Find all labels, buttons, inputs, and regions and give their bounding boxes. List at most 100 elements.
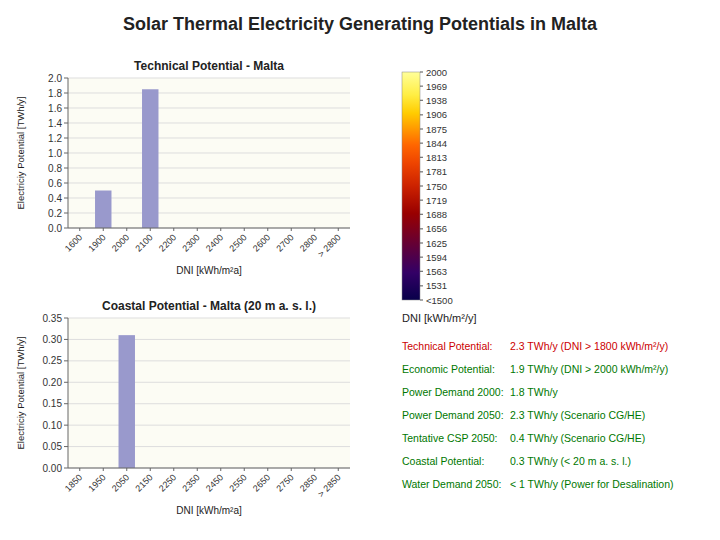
y-tick: [64, 153, 68, 154]
color-tick: [420, 143, 423, 144]
color-tick: [420, 157, 423, 158]
x-tick: [291, 228, 292, 231]
x-tick: [220, 228, 221, 231]
x-axis-label: DNI [kWh/m²a]: [176, 265, 242, 276]
x-tick-label: 2450: [204, 472, 225, 493]
info-label: Water Demand 2050:: [402, 478, 501, 490]
y-tick: [64, 360, 68, 361]
x-tick: [267, 228, 268, 231]
color-scale: <150015311563159416251656168817191750178…: [402, 67, 477, 325]
color-tick: [420, 257, 423, 258]
info-label: Technical Potential:: [402, 340, 492, 352]
x-tick: [150, 468, 151, 471]
y-tick-label: 2.0: [48, 73, 62, 84]
y-tick-label: 0.15: [43, 398, 63, 409]
x-tick-label: 2500: [227, 232, 248, 253]
y-tick-label: 0.6: [48, 178, 62, 189]
x-tick: [173, 228, 174, 231]
color-tick: [420, 271, 423, 272]
x-tick-label: 2200: [157, 232, 178, 253]
x-tick: [220, 468, 221, 471]
bar-chart: Coastal Potential - Malta (20 m a. s. l.…: [15, 299, 350, 516]
info-table: Technical Potential: 2.3 TWh/y (DNI > 180…: [402, 340, 674, 490]
grid-line: [68, 446, 350, 447]
x-axis: [68, 468, 350, 469]
grid-line: [68, 468, 350, 469]
y-tick-label: 0.30: [43, 334, 63, 345]
y-axis: [68, 78, 69, 228]
y-tick-label: 0.10: [43, 420, 63, 431]
y-tick: [64, 78, 68, 79]
grid-line: [68, 168, 350, 169]
x-tick-label: 1900: [86, 232, 107, 253]
bar: [119, 335, 135, 468]
x-tick: [314, 228, 315, 231]
x-tick: [338, 228, 339, 231]
bar-chart: Technical Potential - Malta0.00.20.40.60…: [15, 59, 350, 276]
color-tick-label: 1938: [426, 95, 447, 106]
y-axis: [68, 318, 69, 468]
grid-line: [68, 228, 350, 229]
grid-line: [68, 78, 350, 79]
y-tick: [64, 183, 68, 184]
x-tick-label: > 2800: [316, 232, 343, 259]
title: Solar Thermal Electricity Generating Pot…: [123, 14, 598, 34]
y-tick: [64, 446, 68, 447]
bars: [95, 89, 158, 228]
x-tick-label: 2050: [110, 472, 131, 493]
bar: [142, 89, 158, 228]
color-tick: [420, 243, 423, 244]
color-tick: [420, 228, 423, 229]
x-tick-label: 2350: [180, 472, 201, 493]
y-tick-label: 1.2: [48, 133, 62, 144]
x-tick: [79, 468, 80, 471]
plot-background: [68, 78, 350, 228]
grid-line: [68, 360, 350, 361]
x-tick: [103, 468, 104, 471]
info-label: Tentative CSP 2050:: [402, 432, 498, 444]
y-tick: [64, 123, 68, 124]
color-tick: [420, 200, 423, 201]
y-tick-label: 0.0: [48, 223, 62, 234]
x-tick-label: 2550: [227, 472, 248, 493]
x-tick-label: 2650: [251, 472, 272, 493]
color-tick: [420, 285, 423, 286]
info-value: 2.3 TWh/y (Scenario CG/HE): [510, 409, 645, 421]
grid-line: [68, 382, 350, 383]
x-tick-label: 2000: [110, 232, 131, 253]
color-tick-label: 1969: [426, 81, 447, 92]
color-tick-label: 1875: [426, 124, 447, 135]
x-tick: [244, 468, 245, 471]
color-tick: [420, 114, 423, 115]
x-tick: [314, 468, 315, 471]
x-tick-label: 1600: [63, 232, 84, 253]
x-axis: [68, 228, 350, 229]
color-tick-label: 1625: [426, 238, 447, 249]
y-tick-label: 0.20: [43, 377, 63, 388]
y-tick: [64, 228, 68, 229]
y-tick-label: 0.4: [48, 193, 62, 204]
x-tick-label: 2700: [274, 232, 295, 253]
y-tick-label: 0.25: [43, 355, 63, 366]
color-tick-label: 1750: [426, 181, 447, 192]
grid-line: [68, 123, 350, 124]
color-tick-label: 1719: [426, 195, 447, 206]
color-tick: [420, 186, 423, 187]
x-tick: [267, 468, 268, 471]
color-tick-label: 1531: [426, 280, 447, 291]
color-tick-label: 1563: [426, 266, 447, 277]
x-tick: [126, 228, 127, 231]
grid-line: [68, 153, 350, 154]
x-tick-label: 2750: [274, 472, 295, 493]
info-value: 0.4 TWh/y (Scenario CG/HE): [510, 432, 645, 444]
x-tick-label: 2300: [180, 232, 201, 253]
y-tick: [64, 138, 68, 139]
info-value: 2.3 TWh/y (DNI > 1800 kWh/m²/y): [510, 340, 668, 352]
info-value: 1.9 TWh/y (DNI > 2000 kWh/m²/y): [510, 363, 668, 375]
y-tick: [64, 168, 68, 169]
color-tick-label: 1906: [426, 109, 447, 120]
grid-line: [68, 339, 350, 340]
y-axis-label: Electriciy Potential [TWh/y]: [15, 337, 26, 450]
grid-line: [68, 318, 350, 319]
y-tick-label: 1.8: [48, 88, 62, 99]
